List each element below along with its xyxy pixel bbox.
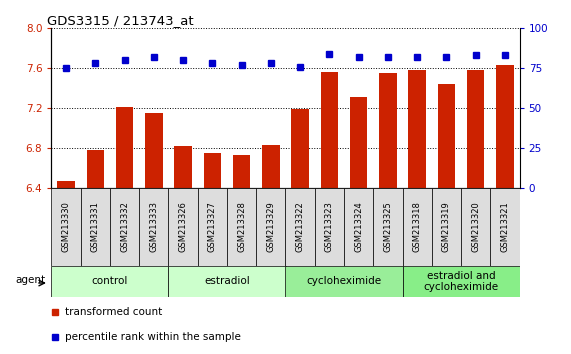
- Bar: [227, 188, 256, 266]
- Bar: [256, 188, 286, 266]
- Bar: [467, 70, 484, 188]
- Bar: [315, 188, 344, 266]
- Text: GSM213326: GSM213326: [179, 201, 188, 252]
- Bar: [145, 113, 163, 188]
- Bar: [320, 72, 338, 188]
- Text: GSM213330: GSM213330: [62, 201, 71, 252]
- Bar: [373, 188, 403, 266]
- Text: cycloheximide: cycloheximide: [307, 276, 381, 286]
- Text: GSM213322: GSM213322: [296, 201, 305, 252]
- Text: GSM213332: GSM213332: [120, 201, 129, 252]
- Bar: [379, 73, 397, 188]
- Bar: [198, 188, 227, 266]
- Text: GSM213328: GSM213328: [237, 201, 246, 252]
- Bar: [496, 65, 514, 188]
- Text: GSM213320: GSM213320: [471, 201, 480, 252]
- Bar: [432, 188, 461, 266]
- Bar: [168, 188, 198, 266]
- Text: GSM213329: GSM213329: [266, 201, 275, 252]
- Bar: [461, 188, 490, 266]
- Bar: [139, 188, 168, 266]
- Bar: [116, 107, 133, 188]
- Bar: [403, 266, 520, 297]
- Bar: [291, 109, 309, 188]
- Text: transformed count: transformed count: [65, 307, 162, 318]
- Text: GSM213331: GSM213331: [91, 201, 100, 252]
- Bar: [233, 155, 250, 188]
- Bar: [344, 188, 373, 266]
- Bar: [57, 181, 75, 188]
- Text: GSM213333: GSM213333: [149, 201, 158, 252]
- Text: estradiol: estradiol: [204, 276, 250, 286]
- Bar: [110, 188, 139, 266]
- Bar: [437, 84, 455, 188]
- Bar: [86, 150, 104, 188]
- Bar: [408, 70, 426, 188]
- Bar: [262, 145, 280, 188]
- Bar: [350, 97, 367, 188]
- Bar: [286, 266, 403, 297]
- Bar: [490, 188, 520, 266]
- Bar: [51, 266, 168, 297]
- Text: GSM213324: GSM213324: [354, 201, 363, 252]
- Bar: [174, 146, 192, 188]
- Text: percentile rank within the sample: percentile rank within the sample: [65, 332, 240, 342]
- Text: GSM213318: GSM213318: [413, 201, 422, 252]
- Text: GSM213323: GSM213323: [325, 201, 334, 252]
- Bar: [168, 266, 286, 297]
- Text: GSM213319: GSM213319: [442, 201, 451, 252]
- Bar: [51, 188, 81, 266]
- Bar: [403, 188, 432, 266]
- Text: control: control: [92, 276, 128, 286]
- Text: GSM213321: GSM213321: [500, 201, 509, 252]
- Bar: [203, 153, 221, 188]
- Text: GSM213327: GSM213327: [208, 201, 217, 252]
- Text: estradiol and
cycloheximide: estradiol and cycloheximide: [424, 270, 498, 292]
- Text: GDS3315 / 213743_at: GDS3315 / 213743_at: [47, 14, 194, 27]
- Bar: [286, 188, 315, 266]
- Text: agent: agent: [15, 275, 46, 285]
- Bar: [81, 188, 110, 266]
- Text: GSM213325: GSM213325: [383, 201, 392, 252]
